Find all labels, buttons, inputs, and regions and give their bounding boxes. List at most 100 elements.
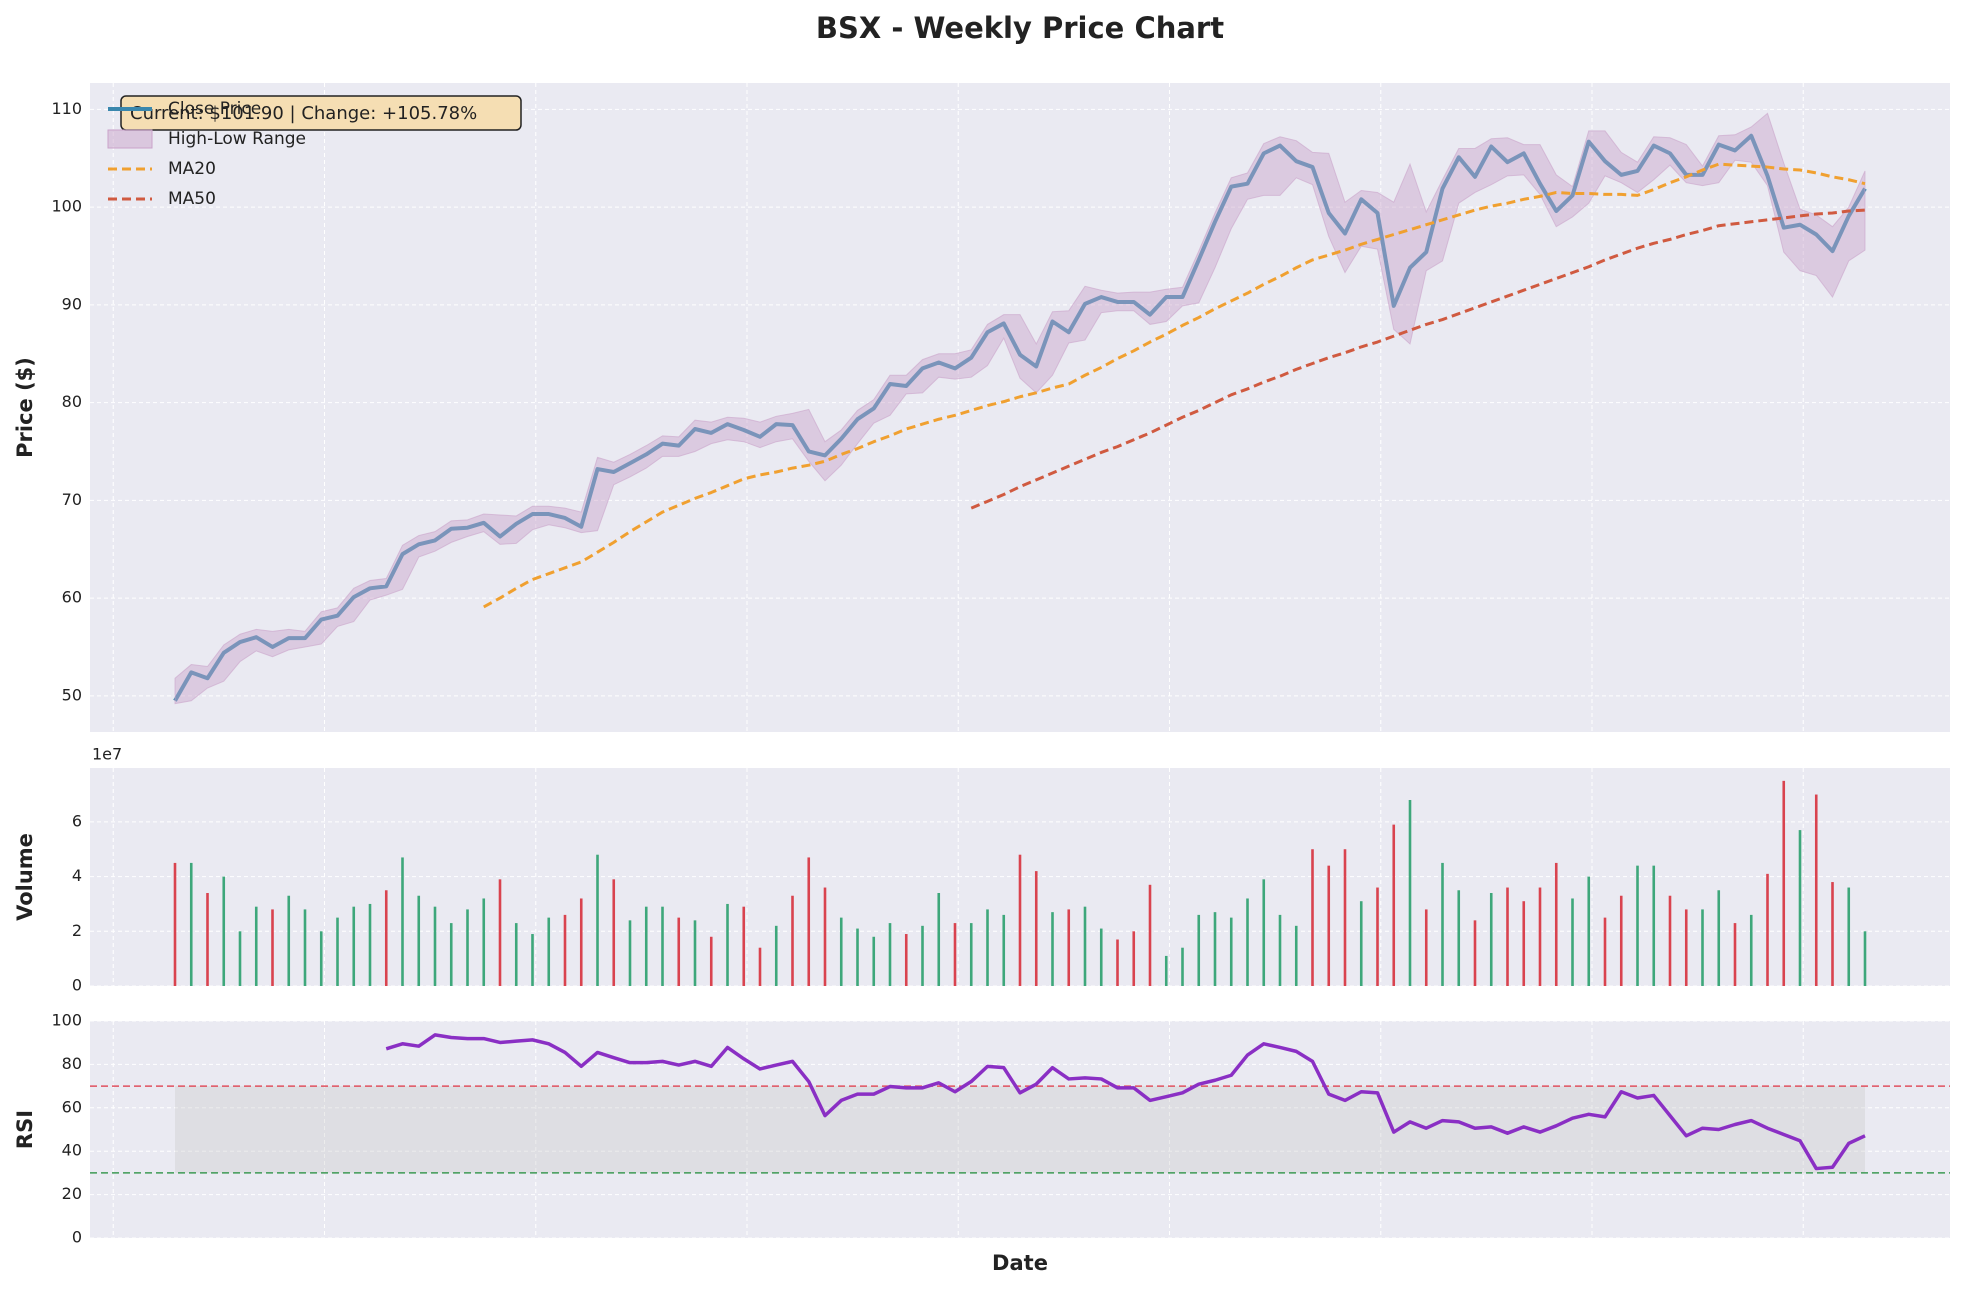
axis-offset-label: 1e7 (92, 745, 122, 764)
y-tick-label: 60 (62, 1097, 82, 1116)
price-line (970, 208, 1866, 510)
volume-bar (1749, 914, 1753, 986)
y-axis-label: Price ($) (13, 357, 37, 458)
volume-bar (1473, 920, 1477, 986)
volume-bar (1457, 890, 1461, 986)
volume-bar (401, 857, 404, 986)
volume-bar (514, 923, 518, 986)
volume-bar (1717, 890, 1721, 986)
volume-bar (1733, 923, 1737, 986)
legend-swatch (107, 129, 153, 149)
volume-bar (1148, 884, 1152, 986)
volume-bar (1229, 917, 1233, 986)
annotation: Current: $101.90 | Change: +105.78% (130, 103, 477, 124)
volume-bar (319, 931, 323, 986)
y-tick-label: 80 (62, 1054, 82, 1073)
price-line (483, 162, 1866, 609)
volume-bar (1018, 854, 1022, 986)
volume-bar (1571, 898, 1574, 986)
volume-bar (953, 923, 957, 986)
volume-bar (1489, 893, 1493, 986)
volume-bar (1603, 917, 1607, 986)
y-tick-label: 0 (72, 1228, 82, 1247)
volume-bar (1278, 914, 1282, 986)
volume-bar (1782, 780, 1786, 986)
volume-bar (482, 898, 486, 986)
volume-bar (1554, 862, 1558, 986)
volume-bar (579, 898, 583, 986)
volume-bar (807, 857, 811, 986)
y-tick-label: 2 (72, 921, 82, 940)
y-tick-label: 90 (62, 294, 82, 313)
annotation-box (120, 95, 522, 131)
volume-bar (1701, 909, 1704, 986)
volume-bar (839, 917, 843, 986)
volume-bar (189, 862, 193, 986)
y-tick-label: 110 (51, 99, 82, 118)
volume-bar (1311, 849, 1314, 986)
volume-bar (1099, 928, 1103, 986)
volume-bar (888, 923, 892, 986)
volume-bar (238, 931, 242, 986)
price-line (173, 133, 1867, 702)
volume-bar (1587, 876, 1591, 986)
volume-bar (1636, 865, 1639, 986)
y-tick-label: 40 (62, 1141, 82, 1160)
volume-bar (563, 914, 567, 986)
volume-bar (904, 934, 908, 986)
volume-bar (726, 903, 729, 986)
volume-bar (1246, 898, 1249, 986)
volume-bar (1197, 914, 1201, 986)
y-tick-label: 80 (62, 392, 82, 411)
volume-bar (661, 906, 664, 986)
volume-bar (352, 906, 356, 986)
volume-bar (1051, 912, 1054, 986)
volume-bar (1424, 909, 1428, 986)
volume-bar (872, 936, 876, 986)
volume-bar (531, 934, 534, 986)
volume-bar (1132, 931, 1136, 986)
volume-bar (222, 876, 226, 986)
volume-bar (937, 893, 941, 986)
rsi-line (385, 1033, 1866, 1171)
y-tick-label: 20 (62, 1184, 82, 1203)
volume-bar (791, 895, 794, 986)
y-tick-label: 100 (51, 1011, 82, 1030)
plot-area (90, 83, 1950, 732)
volume-bar (303, 909, 307, 986)
volume-bar (1294, 925, 1298, 986)
volume-bar (287, 895, 291, 986)
volume-bar (433, 906, 437, 986)
volume-bar (1814, 794, 1818, 986)
volume-bar (336, 917, 339, 986)
volume-bar (173, 862, 177, 986)
volume-bar (1034, 871, 1038, 986)
volume-bar (368, 903, 372, 986)
volume-bar (596, 854, 599, 986)
y-tick-label: 6 (72, 811, 82, 830)
volume-bar (1408, 800, 1412, 986)
volume-bar (921, 925, 924, 986)
volume-bar (384, 890, 388, 986)
volume-bar (1392, 824, 1396, 986)
volume-bar (677, 917, 681, 986)
volume-bar (498, 879, 502, 986)
volume-bar (449, 923, 453, 986)
chart-title: BSX - Weekly Price Chart (816, 11, 1224, 45)
high-low-band (174, 112, 1866, 705)
volume-bar (823, 887, 827, 986)
volume-bar (856, 928, 859, 986)
volume-bar (986, 909, 989, 986)
volume-bar (774, 925, 778, 986)
volume-bar (547, 917, 551, 986)
volume-bar (1766, 873, 1769, 986)
y-axis-label: RSI (13, 1110, 37, 1149)
volume-bar (254, 906, 258, 986)
volume-bar (1116, 939, 1119, 986)
volume-bar (466, 909, 469, 986)
volume-bar (1522, 901, 1526, 986)
volume-bar (1538, 887, 1542, 986)
volume-bar (1668, 895, 1672, 986)
